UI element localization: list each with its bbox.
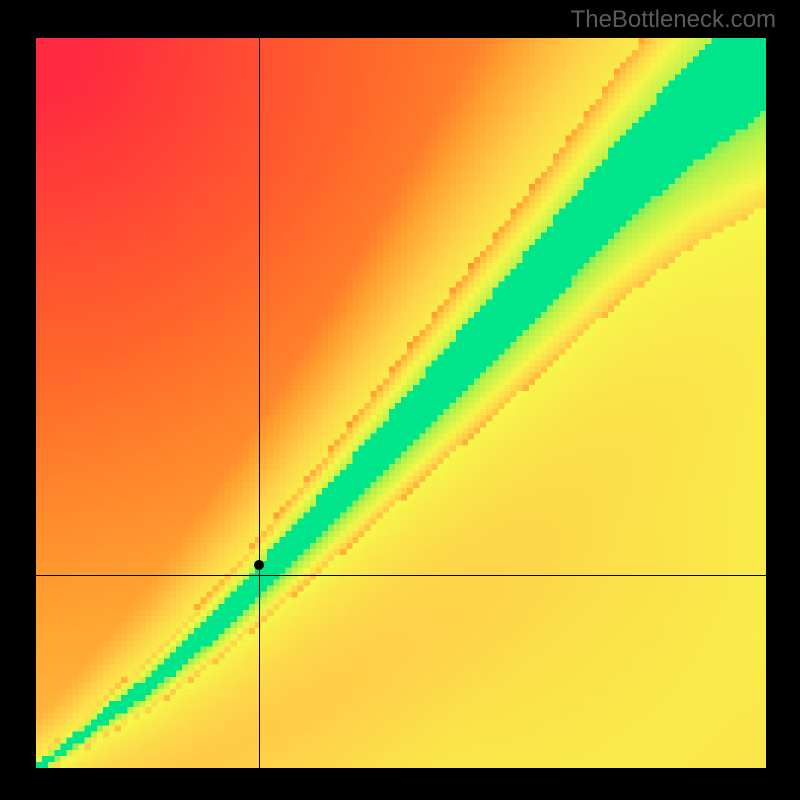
crosshair-vertical xyxy=(259,38,260,768)
bottleneck-heatmap xyxy=(36,38,766,768)
selection-marker xyxy=(254,560,264,570)
watermark-text: TheBottleneck.com xyxy=(571,6,776,34)
crosshair-horizontal xyxy=(36,575,766,576)
